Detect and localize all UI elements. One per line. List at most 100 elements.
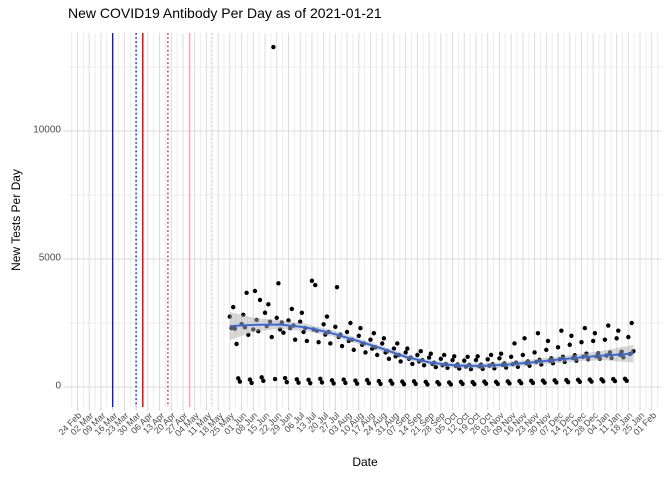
data-point — [271, 44, 276, 50]
data-point — [592, 331, 598, 336]
data-point — [401, 381, 407, 387]
data-point — [403, 350, 408, 355]
data-point — [398, 359, 403, 364]
data-point — [522, 336, 527, 341]
data-point — [308, 380, 313, 386]
data-point — [395, 341, 400, 346]
data-point — [297, 319, 303, 324]
data-point — [333, 324, 338, 330]
data-point — [624, 378, 629, 384]
data-point — [579, 340, 584, 345]
data-point — [296, 380, 301, 385]
data-point — [321, 322, 326, 327]
data-point — [249, 380, 254, 386]
data-point — [465, 354, 470, 359]
data-point — [381, 336, 387, 341]
data-point — [606, 323, 611, 328]
data-point — [237, 379, 243, 384]
data-point — [460, 381, 465, 387]
data-point — [281, 330, 286, 335]
data-point — [378, 381, 383, 387]
data-point — [356, 333, 361, 338]
data-point — [294, 377, 300, 382]
data-point — [266, 302, 271, 307]
data-point — [415, 352, 420, 358]
data-point — [565, 379, 571, 385]
data-point — [495, 381, 500, 387]
data-point — [508, 354, 514, 359]
data-point — [569, 333, 574, 338]
data-point — [363, 350, 368, 355]
data-point — [512, 341, 517, 346]
data-point — [555, 345, 561, 350]
data-point — [410, 361, 415, 367]
data-point — [542, 380, 547, 385]
data-point — [473, 357, 479, 363]
x-axis-title: Date — [352, 455, 378, 469]
y-tick-label: 10000 — [33, 124, 61, 136]
data-point — [421, 363, 427, 368]
data-point — [309, 278, 315, 283]
data-point — [472, 381, 477, 387]
data-point — [448, 382, 454, 387]
data-point — [374, 352, 380, 358]
data-point — [614, 336, 619, 341]
data-point — [426, 355, 432, 360]
data-point — [247, 377, 253, 382]
smooth-line — [229, 323, 634, 367]
data-point — [234, 341, 239, 347]
data-point — [545, 338, 551, 344]
data-point — [413, 381, 418, 387]
data-point — [436, 381, 442, 387]
data-point — [438, 356, 444, 362]
data-point — [289, 306, 295, 312]
data-point — [274, 315, 279, 321]
data-point — [299, 310, 305, 315]
data-point — [348, 320, 353, 326]
data-point — [418, 348, 423, 354]
data-point — [535, 331, 541, 336]
data-point — [532, 350, 537, 355]
data-point — [391, 346, 397, 351]
data-point — [244, 290, 249, 295]
data-point — [304, 338, 310, 344]
data-point — [341, 377, 346, 382]
data-point — [518, 380, 524, 386]
data-point — [252, 288, 258, 294]
data-point — [485, 357, 490, 362]
data-point — [483, 381, 489, 386]
data-point — [488, 352, 494, 358]
data-point — [358, 325, 363, 331]
data-point — [475, 354, 480, 359]
data-point — [354, 381, 360, 386]
data-point — [601, 379, 606, 384]
data-point — [507, 381, 512, 386]
data-point — [612, 378, 618, 384]
data-point — [390, 381, 395, 386]
data-point — [386, 356, 392, 362]
data-point — [351, 347, 356, 353]
data-point — [231, 304, 236, 310]
data-point — [616, 328, 621, 333]
data-point — [498, 351, 504, 356]
data-point — [433, 364, 439, 370]
data-point — [497, 356, 502, 361]
chart-title: New COVID19 Antibody Per Day as of 2021-… — [68, 5, 382, 21]
data-point — [428, 351, 433, 356]
data-point — [589, 379, 594, 384]
data-point — [544, 347, 549, 353]
data-point — [441, 352, 447, 358]
data-point — [590, 338, 596, 344]
data-point — [405, 346, 410, 351]
data-point — [313, 282, 318, 288]
data-point — [319, 380, 325, 385]
data-point — [368, 337, 373, 342]
data-point — [520, 352, 526, 358]
data-point — [262, 310, 268, 315]
data-point — [567, 342, 572, 347]
data-point — [324, 314, 330, 319]
data-point — [602, 337, 608, 342]
data-point — [452, 354, 457, 359]
